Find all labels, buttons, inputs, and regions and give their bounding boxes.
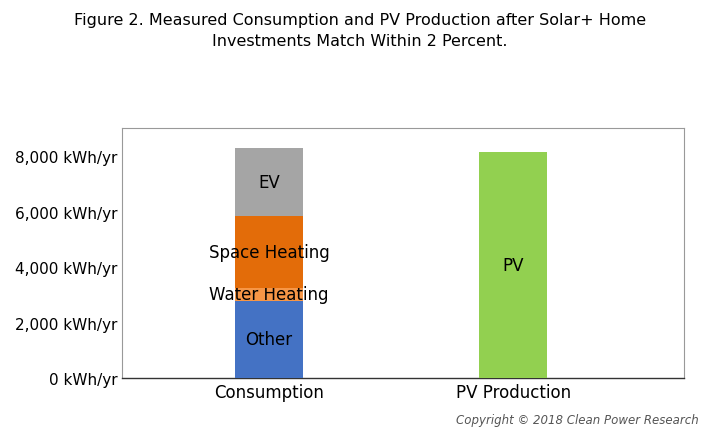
Bar [235,289,303,301]
Bar [235,216,303,289]
Text: Space Heating: Space Heating [209,243,329,261]
Text: Figure 2. Measured Consumption and PV Production after Solar+ Home
Investments M: Figure 2. Measured Consumption and PV Pr… [74,13,646,49]
Bar [235,148,303,216]
Text: EV: EV [258,173,280,191]
Text: PV: PV [503,257,524,274]
Text: Copyright © 2018 Clean Power Research: Copyright © 2018 Clean Power Research [456,413,698,426]
Text: Other: Other [246,331,292,349]
Text: Water Heating: Water Heating [209,286,328,304]
Bar [235,301,303,378]
Bar [479,153,547,378]
